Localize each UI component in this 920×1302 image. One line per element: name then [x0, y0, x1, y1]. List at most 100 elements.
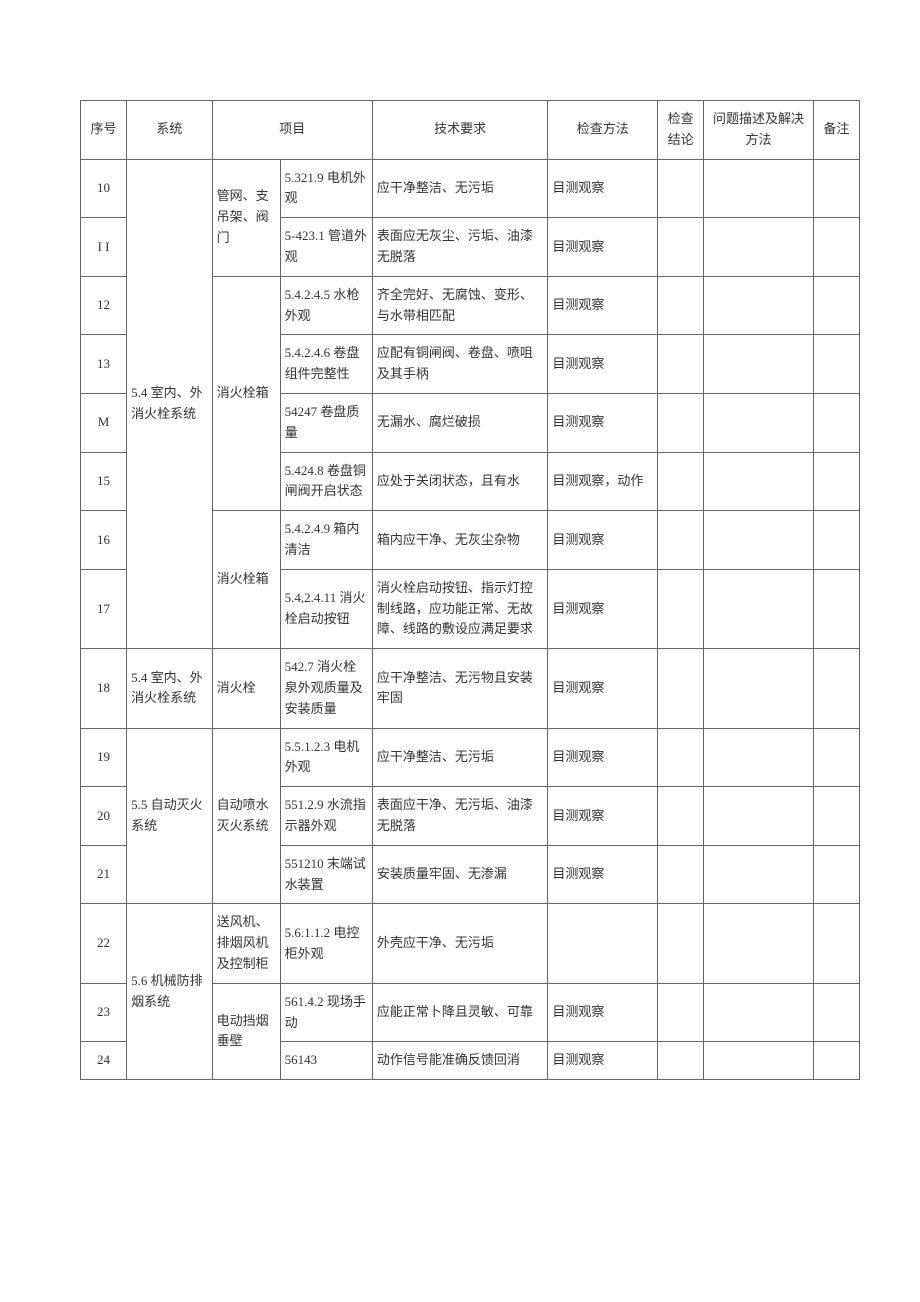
cell-seq: 24	[81, 1042, 127, 1080]
cell-method: 目测观察	[548, 335, 658, 394]
cell-item: 5.321.9 电机外观	[280, 159, 372, 218]
cell-component: 消火栓箱	[212, 511, 280, 649]
cell-requirement: 应干净整洁、无污垢	[372, 159, 548, 218]
header-requirement: 技术要求	[372, 101, 548, 160]
cell-seq: 10	[81, 159, 127, 218]
cell-item: 5-423.1 管道外观	[280, 218, 372, 277]
table-row: 19 5.5 自动灭火系统 自动喷水灭火系统 5.5.1.2.3 电机外观 应干…	[81, 728, 860, 787]
cell-item: 56143	[280, 1042, 372, 1080]
cell-requirement: 表面应无灰尘、污垢、油漆无脱落	[372, 218, 548, 277]
cell-item: 5.6.1.1.2 电控柜外观	[280, 904, 372, 983]
cell-seq: 23	[81, 983, 127, 1042]
cell-item: 5.5.1.2.3 电机外观	[280, 728, 372, 787]
cell-result	[658, 904, 704, 983]
cell-system: 5.4 室内、外消火栓系统	[127, 159, 213, 649]
cell-problem	[704, 452, 814, 511]
cell-seq: 15	[81, 452, 127, 511]
cell-remark	[813, 787, 859, 846]
cell-requirement: 无漏水、腐烂破损	[372, 393, 548, 452]
cell-method	[548, 904, 658, 983]
cell-requirement: 应干净整洁、无污垢	[372, 728, 548, 787]
cell-problem	[704, 983, 814, 1042]
cell-result	[658, 649, 704, 728]
cell-method: 目测观察	[548, 728, 658, 787]
cell-requirement: 应能正常卜降且灵敏、可靠	[372, 983, 548, 1042]
cell-method: 目测观察	[548, 511, 658, 570]
cell-method: 目测观察	[548, 983, 658, 1042]
cell-result	[658, 218, 704, 277]
cell-problem	[704, 787, 814, 846]
cell-seq: 22	[81, 904, 127, 983]
cell-result	[658, 511, 704, 570]
cell-requirement: 表面应干净、无污垢、油漆无脱落	[372, 787, 548, 846]
cell-item: 551210 末端试水装置	[280, 845, 372, 904]
cell-remark	[813, 218, 859, 277]
cell-method: 目测观察	[548, 393, 658, 452]
cell-item: 54247 卷盘质量	[280, 393, 372, 452]
cell-problem	[704, 335, 814, 394]
header-problem: 问题描述及解决方法	[704, 101, 814, 160]
cell-seq: 17	[81, 569, 127, 648]
cell-system: 5.4 室内、外消火栓系统	[127, 649, 213, 728]
cell-item: 5.4.2.4.5 水枪外观	[280, 276, 372, 335]
cell-remark	[813, 983, 859, 1042]
table-row: 22 5.6 机械防排烟系统 送风机、排烟风机及控制柜 5.6.1.1.2 电控…	[81, 904, 860, 983]
cell-system: 5.5 自动灭火系统	[127, 728, 213, 904]
cell-seq: I I	[81, 218, 127, 277]
header-method: 检查方法	[548, 101, 658, 160]
cell-component: 自动喷水灭火系统	[212, 728, 280, 904]
cell-result	[658, 569, 704, 648]
cell-item: 5.4.2.4.6 卷盘组件完整性	[280, 335, 372, 394]
cell-seq: 12	[81, 276, 127, 335]
cell-method: 目测观察	[548, 276, 658, 335]
table-row: 18 5.4 室内、外消火栓系统 消火栓 542.7 消火栓泉外观质量及安装质量…	[81, 649, 860, 728]
cell-result	[658, 1042, 704, 1080]
cell-seq: 19	[81, 728, 127, 787]
cell-result	[658, 983, 704, 1042]
cell-system: 5.6 机械防排烟系统	[127, 904, 213, 1080]
cell-requirement: 应处于关闭状态，且有水	[372, 452, 548, 511]
cell-problem	[704, 845, 814, 904]
cell-requirement: 消火栓启动按钮、指示灯控制线路，应功能正常、无故障、线路的敷设应满足要求	[372, 569, 548, 648]
cell-requirement: 安装质量牢固、无渗漏	[372, 845, 548, 904]
cell-component: 电动挡烟垂壁	[212, 983, 280, 1079]
cell-remark	[813, 904, 859, 983]
cell-item: 5.424.8 卷盘铜闸阀开启状态	[280, 452, 372, 511]
cell-remark	[813, 1042, 859, 1080]
cell-seq: 13	[81, 335, 127, 394]
cell-seq: 16	[81, 511, 127, 570]
cell-method: 目测观察	[548, 218, 658, 277]
cell-requirement: 外壳应干净、无污垢	[372, 904, 548, 983]
cell-item: 5.4.2.4.9 箱内清洁	[280, 511, 372, 570]
cell-remark	[813, 335, 859, 394]
table-row: 10 5.4 室内、外消火栓系统 管网、支吊架、阀门 5.321.9 电机外观 …	[81, 159, 860, 218]
cell-component: 消火栓	[212, 649, 280, 728]
cell-remark	[813, 728, 859, 787]
cell-method: 目测观察	[548, 569, 658, 648]
cell-remark	[813, 159, 859, 218]
cell-method: 目测观察，动作	[548, 452, 658, 511]
cell-problem	[704, 649, 814, 728]
cell-result	[658, 452, 704, 511]
cell-requirement: 齐全完好、无腐蚀、变形、与水带相匹配	[372, 276, 548, 335]
cell-result	[658, 728, 704, 787]
cell-problem	[704, 393, 814, 452]
cell-component: 管网、支吊架、阀门	[212, 159, 280, 276]
header-result: 检查结论	[658, 101, 704, 160]
cell-remark	[813, 393, 859, 452]
cell-component: 消火栓箱	[212, 276, 280, 510]
cell-item: 551.2.9 水流指示器外观	[280, 787, 372, 846]
cell-result	[658, 787, 704, 846]
cell-problem	[704, 159, 814, 218]
cell-remark	[813, 649, 859, 728]
cell-item: 5.4,2.4.11 消火栓启动按钮	[280, 569, 372, 648]
cell-item: 542.7 消火栓泉外观质量及安装质量	[280, 649, 372, 728]
cell-remark	[813, 569, 859, 648]
cell-result	[658, 159, 704, 218]
cell-problem	[704, 276, 814, 335]
header-item: 项目	[212, 101, 372, 160]
header-system: 系统	[127, 101, 213, 160]
cell-problem	[704, 569, 814, 648]
cell-result	[658, 335, 704, 394]
cell-problem	[704, 511, 814, 570]
